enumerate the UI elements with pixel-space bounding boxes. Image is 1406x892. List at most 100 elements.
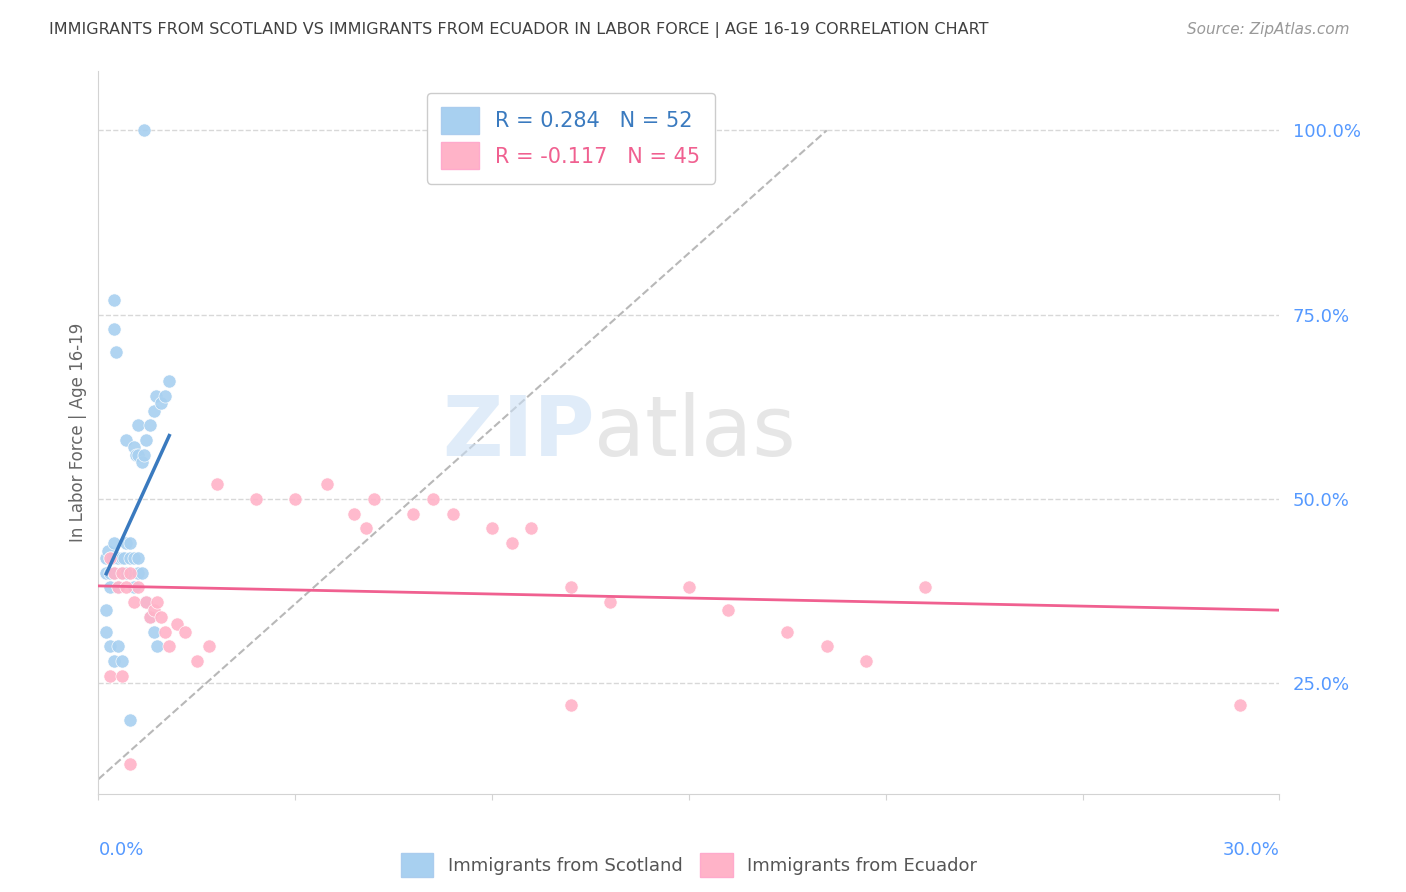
Point xyxy=(145,389,167,403)
Point xyxy=(103,536,125,550)
Point xyxy=(107,581,129,595)
Point xyxy=(150,610,173,624)
Point xyxy=(315,477,337,491)
Point xyxy=(146,640,169,654)
Point xyxy=(127,418,149,433)
Point xyxy=(98,640,121,654)
Point xyxy=(855,654,877,668)
Point xyxy=(125,448,148,462)
Point xyxy=(107,640,129,654)
Point xyxy=(135,595,157,609)
Point xyxy=(135,595,157,609)
Point xyxy=(560,581,582,595)
Point xyxy=(96,566,118,580)
Point xyxy=(118,566,141,580)
Point xyxy=(138,418,160,433)
Point xyxy=(98,581,121,595)
Point xyxy=(127,448,149,462)
Point xyxy=(131,566,153,580)
Point xyxy=(186,654,208,668)
Point xyxy=(118,536,141,550)
Point xyxy=(422,491,444,506)
Point xyxy=(105,344,128,359)
Point xyxy=(174,624,197,639)
Point xyxy=(157,640,180,654)
Point xyxy=(363,491,385,506)
Point xyxy=(501,536,523,550)
Text: IMMIGRANTS FROM SCOTLAND VS IMMIGRANTS FROM ECUADOR IN LABOR FORCE | AGE 16-19 C: IMMIGRANTS FROM SCOTLAND VS IMMIGRANTS F… xyxy=(49,22,988,38)
Point xyxy=(96,551,118,566)
Point xyxy=(138,610,160,624)
Point xyxy=(205,477,228,491)
Point xyxy=(96,602,118,616)
Point xyxy=(142,602,165,616)
Point xyxy=(166,617,188,632)
Point xyxy=(97,543,120,558)
Point xyxy=(111,551,134,566)
Point xyxy=(402,507,425,521)
Point xyxy=(112,551,135,566)
Point xyxy=(815,640,838,654)
Point xyxy=(118,757,141,772)
Point xyxy=(155,389,177,403)
Point xyxy=(157,374,180,388)
Y-axis label: In Labor Force | Age 16-19: In Labor Force | Age 16-19 xyxy=(69,323,87,542)
Point xyxy=(245,491,267,506)
Point xyxy=(132,123,155,137)
Point xyxy=(127,551,149,566)
Text: atlas: atlas xyxy=(595,392,796,473)
Point xyxy=(678,581,700,595)
Point xyxy=(103,322,125,336)
Point xyxy=(118,551,141,566)
Point xyxy=(127,581,149,595)
Point xyxy=(127,566,149,580)
Point xyxy=(1229,698,1251,713)
Point xyxy=(107,581,129,595)
Point xyxy=(155,624,177,639)
Point xyxy=(135,433,157,447)
Point xyxy=(101,551,124,566)
Point xyxy=(560,698,582,713)
Point xyxy=(98,566,121,580)
Point xyxy=(150,396,173,410)
Point xyxy=(132,448,155,462)
Point xyxy=(98,551,121,566)
Point xyxy=(118,713,141,727)
Point xyxy=(115,536,138,550)
Point xyxy=(98,551,121,566)
Point xyxy=(131,455,153,469)
Point xyxy=(354,521,377,535)
Point xyxy=(138,610,160,624)
Point xyxy=(599,595,621,609)
Point xyxy=(284,491,307,506)
Point xyxy=(111,654,134,668)
Text: 30.0%: 30.0% xyxy=(1223,841,1279,859)
Point xyxy=(142,403,165,417)
Point xyxy=(96,624,118,639)
Legend: Immigrants from Scotland, Immigrants from Ecuador: Immigrants from Scotland, Immigrants fro… xyxy=(394,847,984,884)
Point xyxy=(111,669,134,683)
Point xyxy=(122,581,145,595)
Point xyxy=(115,581,138,595)
Text: ZIP: ZIP xyxy=(441,392,595,473)
Point xyxy=(115,566,138,580)
Point xyxy=(146,595,169,609)
Point xyxy=(115,433,138,447)
Point xyxy=(111,566,134,580)
Point xyxy=(107,551,129,566)
Point xyxy=(103,293,125,307)
Text: 0.0%: 0.0% xyxy=(98,841,143,859)
Point xyxy=(103,654,125,668)
Point xyxy=(776,624,799,639)
Point xyxy=(197,640,219,654)
Point xyxy=(481,521,503,535)
Point xyxy=(122,595,145,609)
Point xyxy=(520,521,543,535)
Point xyxy=(122,551,145,566)
Point xyxy=(103,566,125,580)
Point xyxy=(111,566,134,580)
Point xyxy=(122,441,145,455)
Point xyxy=(441,507,464,521)
Point xyxy=(103,566,125,580)
Point xyxy=(914,581,936,595)
